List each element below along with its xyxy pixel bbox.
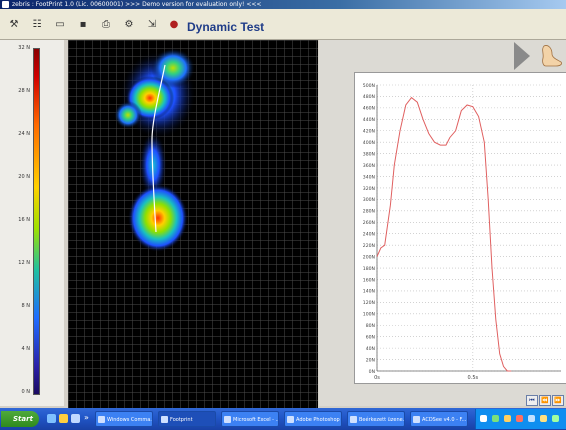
y-tick-label: 240N [363,232,375,238]
y-tick-label: 300N [363,197,375,203]
task-app-icon [98,416,105,423]
y-tick-label: 80N [366,323,375,329]
nav-forward-button[interactable]: ⏩ [552,395,564,406]
taskbar-item-label: ACDSee v4.0 - F... [422,417,467,423]
settings-icon[interactable]: ⚙ [124,19,134,30]
ie-icon[interactable] [47,414,56,423]
heel-region [128,184,188,252]
tray-app-icon[interactable] [552,415,559,422]
colorbar-tick-label: 12 N [18,260,30,266]
print-icon[interactable]: ⎙ [102,19,110,30]
network-icon[interactable] [480,415,487,422]
center-of-pressure-line [151,64,166,233]
colorbar-tick-label: 32 N [18,45,30,51]
toolbar: ⚒ ☷ ▭ ▪ ⎙ ⚙ ⇲ ● Dynamic Test [0,9,566,40]
y-tick-label: 120N [363,300,375,306]
window-title: zebris : FootPrint 1.0 (Lic. 00600001) >… [12,1,262,8]
expand-icon[interactable]: ⇲ [147,19,157,30]
y-tick-label: 380N [363,151,375,157]
forefoot-lateral [114,101,142,129]
foot-icon[interactable] [538,42,564,68]
taskbar: Start » Windows Comma... Footprint Microso… [0,408,566,430]
volume-icon[interactable] [504,415,511,422]
quick-launch-more[interactable]: » [84,413,89,422]
y-tick-label: 280N [363,209,375,215]
y-tick-label: 420N [363,129,375,135]
taskbar-item-label: Beérkezett üzene... [359,417,405,423]
force-chart: 0N 20N 40N 60N 80N 100N 120N 140N 160N 180N 200N 22… [354,72,566,384]
nav-back-button[interactable]: ⏪ [539,395,551,406]
y-tick-label: 400N [363,140,375,146]
task-app-icon [413,416,420,423]
folder-icon[interactable] [59,414,68,423]
taskbar-item[interactable]: Footprint [158,411,216,427]
update-icon[interactable] [516,415,523,422]
taskbar-item[interactable]: Beérkezett üzene... [347,411,405,427]
y-tick-label: 440N [363,117,375,123]
colorbar-tick-label: 28 N [18,88,30,94]
colorbar-tick-label: 0 N [21,389,30,395]
colorbar-panel [0,40,64,406]
taskbar-item-label: Adobe Photoshop [296,417,340,423]
y-tick-label: 500N [363,83,375,89]
start-button[interactable]: Start [1,411,39,427]
y-tick-label: 200N [363,254,375,260]
y-tick-label: 60N [366,334,375,340]
colorbar-tick-label: 24 N [18,131,30,137]
tool-icon[interactable]: ⚒ [9,19,19,30]
colorbar-tick-label: 8 N [21,303,30,309]
heatmap-canvas [114,48,196,252]
task-app-icon [287,416,294,423]
taskbar-item-label: Footprint [170,417,193,423]
y-tick-label: 320N [363,186,375,192]
force-colorbar [33,48,40,395]
y-tick-label: 160N [363,277,375,283]
taskbar-item-label: Microsoft Excel - ... [233,417,279,423]
colorbar-tick-label: 20 N [18,174,30,180]
page-icon[interactable]: ▭ [55,19,65,30]
taskbar-item-label: Windows Comma... [107,417,153,423]
x-tick-label: 0.5s [468,375,479,381]
y-tick-label: 0N [369,369,375,375]
taskbar-item[interactable]: Windows Comma... [95,411,153,427]
task-app-icon [161,416,168,423]
colorbar-tick-label: 16 N [18,217,30,223]
system-tray [475,409,566,429]
task-app-icon [224,416,231,423]
save-icon[interactable]: ▪ [79,19,87,30]
task-app-icon [350,416,357,423]
x-tick-label: 0s [374,375,380,381]
y-tick-label: 220N [363,243,375,249]
y-tick-label: 180N [363,266,375,272]
colorbar-tick-label: 4 N [21,346,30,352]
play-arrow-icon[interactable] [514,42,530,70]
y-tick-label: 40N [366,346,375,352]
record-icon[interactable]: ● [169,19,179,30]
app-icon [2,1,9,8]
nav-first-button[interactable]: ⏮ [526,395,538,406]
y-tick-label: 460N [363,106,375,112]
y-tick-label: 140N [363,289,375,295]
y-tick-label: 100N [363,312,375,318]
security-icon[interactable] [540,415,547,422]
y-tick-label: 480N [363,94,375,100]
force-series-line [376,96,512,372]
y-tick-label: 360N [363,163,375,169]
taskbar-item[interactable]: Microsoft Excel - ... [221,411,279,427]
taskbar-item[interactable]: ACDSee v4.0 - F... [410,411,468,427]
y-tick-label: 20N [366,357,375,363]
y-tick-label: 260N [363,220,375,226]
messenger-icon[interactable] [528,415,535,422]
page-title: Dynamic Test [187,20,265,34]
pressure-heatmap [68,40,318,408]
title-bar: zebris : FootPrint 1.0 (Lic. 00600001) >… [0,0,566,9]
taskbar-item[interactable]: Adobe Photoshop [284,411,342,427]
antivirus-icon[interactable] [492,415,499,422]
list-icon[interactable]: ☷ [32,19,42,30]
force-chart-svg: 0N 20N 40N 60N 80N 100N 120N 140N 160N 180N 200N 22… [363,83,561,381]
y-tick-label: 340N [363,174,375,180]
desktop-icon[interactable] [71,414,80,423]
